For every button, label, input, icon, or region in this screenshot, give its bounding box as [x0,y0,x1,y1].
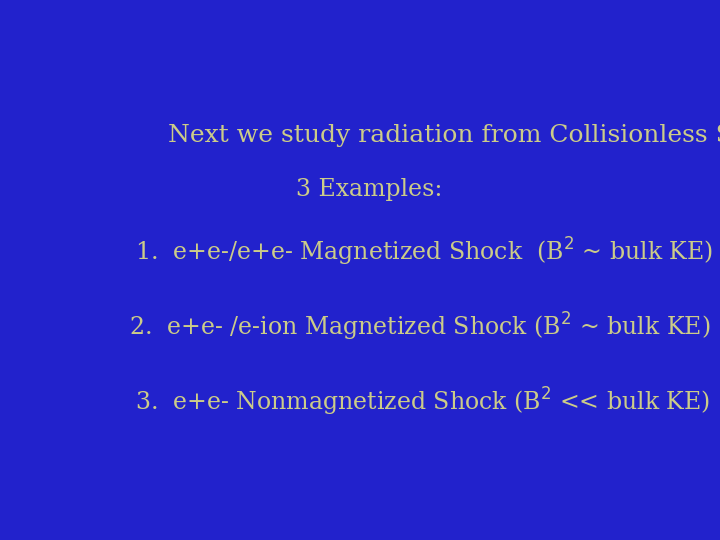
Text: 1.  e+e-/e+e- Magnetized Shock  (B$^2$ ~ bulk KE): 1. e+e-/e+e- Magnetized Shock (B$^2$ ~ b… [135,236,713,268]
Text: 3 Examples:: 3 Examples: [296,178,442,201]
Text: Next we study radiation from Collisionless Shocks: Next we study radiation from Collisionle… [168,124,720,147]
Text: 3.  e+e- Nonmagnetized Shock (B$^2$ << bulk KE): 3. e+e- Nonmagnetized Shock (B$^2$ << bu… [135,386,710,418]
Text: 2.  e+e- /e-ion Magnetized Shock (B$^2$ ~ bulk KE): 2. e+e- /e-ion Magnetized Shock (B$^2$ ~… [129,310,711,343]
